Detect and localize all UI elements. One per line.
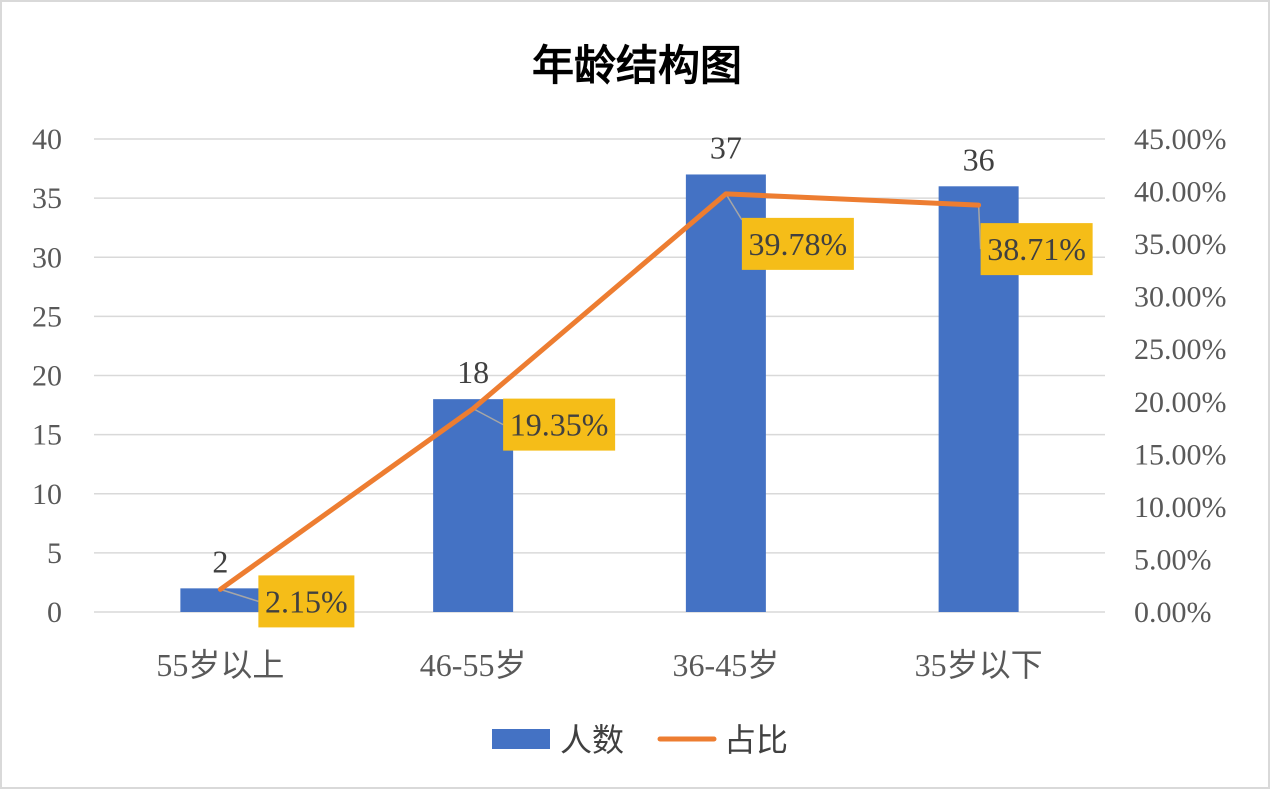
right-tick-label: 10.00% [1134, 491, 1227, 524]
percent-value-label: 2.15% [265, 583, 348, 619]
right-tick-label: 15.00% [1134, 438, 1227, 471]
line-path [217, 191, 982, 592]
leader-lines [220, 193, 982, 603]
category-label: 55岁以上 [156, 647, 284, 683]
percent-label-box [503, 398, 616, 451]
category-label: 36-45岁 [673, 647, 780, 683]
right-tick-label: 40.00% [1134, 176, 1227, 209]
right-tick-label: 30.00% [1134, 281, 1227, 314]
right-tick-label: 0.00% [1134, 596, 1212, 629]
left-axis-ticks: 0 5 10 15 20 25 30 35 40 [32, 123, 62, 629]
chart-title: 年龄结构图 [532, 41, 742, 90]
right-tick-label: 45.00% [1134, 123, 1227, 156]
left-tick-label: 0 [47, 596, 62, 629]
bar-value-label: 37 [710, 129, 742, 165]
bar [180, 588, 261, 612]
bar-series [180, 174, 1019, 613]
left-tick-label: 10 [32, 478, 62, 511]
leader-line [977, 205, 982, 250]
legend-bar-swatch [492, 729, 550, 749]
left-tick-label: 30 [32, 241, 62, 274]
right-tick-label: 35.00% [1134, 228, 1227, 261]
category-label: 46-55岁 [420, 647, 527, 683]
left-tick-label: 20 [32, 360, 62, 393]
data-labels: 2 18 37 36 2.15% 19.35% 39.78% 38.71% [212, 129, 1093, 628]
left-tick-label: 15 [32, 419, 62, 452]
legend-bar-label: 人数 [560, 721, 624, 759]
bar-value-label: 2 [212, 543, 228, 579]
percent-value-label: 39.78% [749, 226, 848, 262]
line-point [472, 407, 475, 410]
right-tick-label: 5.00% [1134, 543, 1212, 576]
bar-value-label: 36 [963, 141, 995, 177]
bar-value-label: 18 [457, 354, 489, 390]
line-point [724, 192, 727, 195]
right-tick-label: 25.00% [1134, 333, 1227, 366]
left-tick-label: 5 [47, 537, 62, 570]
right-axis-ticks: 0.00% 5.00% 10.00% 15.00% 20.00% 25.00% 30.00%… [1134, 123, 1227, 629]
percent-label-box [258, 575, 355, 628]
line-point [219, 588, 222, 591]
gridlines [94, 138, 1105, 613]
left-tick-label: 25 [32, 300, 62, 333]
line-series [217, 191, 982, 592]
category-labels: 55岁以上 46-55岁 36-45岁 35岁以下 [156, 647, 1042, 683]
leader-line [725, 193, 743, 221]
leader-line [472, 407, 504, 426]
legend: 人数 占比 [492, 721, 788, 759]
legend-line-label: 占比 [724, 721, 788, 759]
left-tick-label: 35 [32, 182, 62, 215]
percent-value-label: 19.35% [510, 407, 609, 443]
bar [433, 399, 514, 612]
left-tick-label: 40 [32, 123, 62, 156]
leader-line [220, 588, 259, 603]
right-tick-label: 20.00% [1134, 386, 1227, 419]
percent-label-box [741, 217, 854, 270]
percent-label-box [980, 223, 1093, 276]
category-label: 35岁以下 [915, 647, 1043, 683]
line-point [977, 204, 980, 207]
percent-value-label: 38.71% [987, 231, 1086, 267]
